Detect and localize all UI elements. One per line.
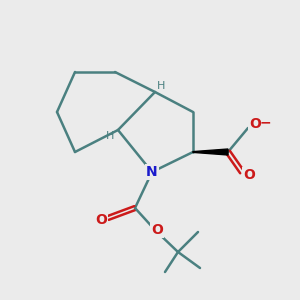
Text: O: O <box>95 213 107 227</box>
Polygon shape <box>193 149 228 155</box>
Text: N: N <box>146 165 158 179</box>
Text: O: O <box>151 223 163 237</box>
Text: −: − <box>259 115 271 129</box>
Text: H: H <box>106 131 114 141</box>
Text: O: O <box>243 168 255 182</box>
Text: H: H <box>157 81 165 91</box>
Text: O: O <box>249 117 261 131</box>
